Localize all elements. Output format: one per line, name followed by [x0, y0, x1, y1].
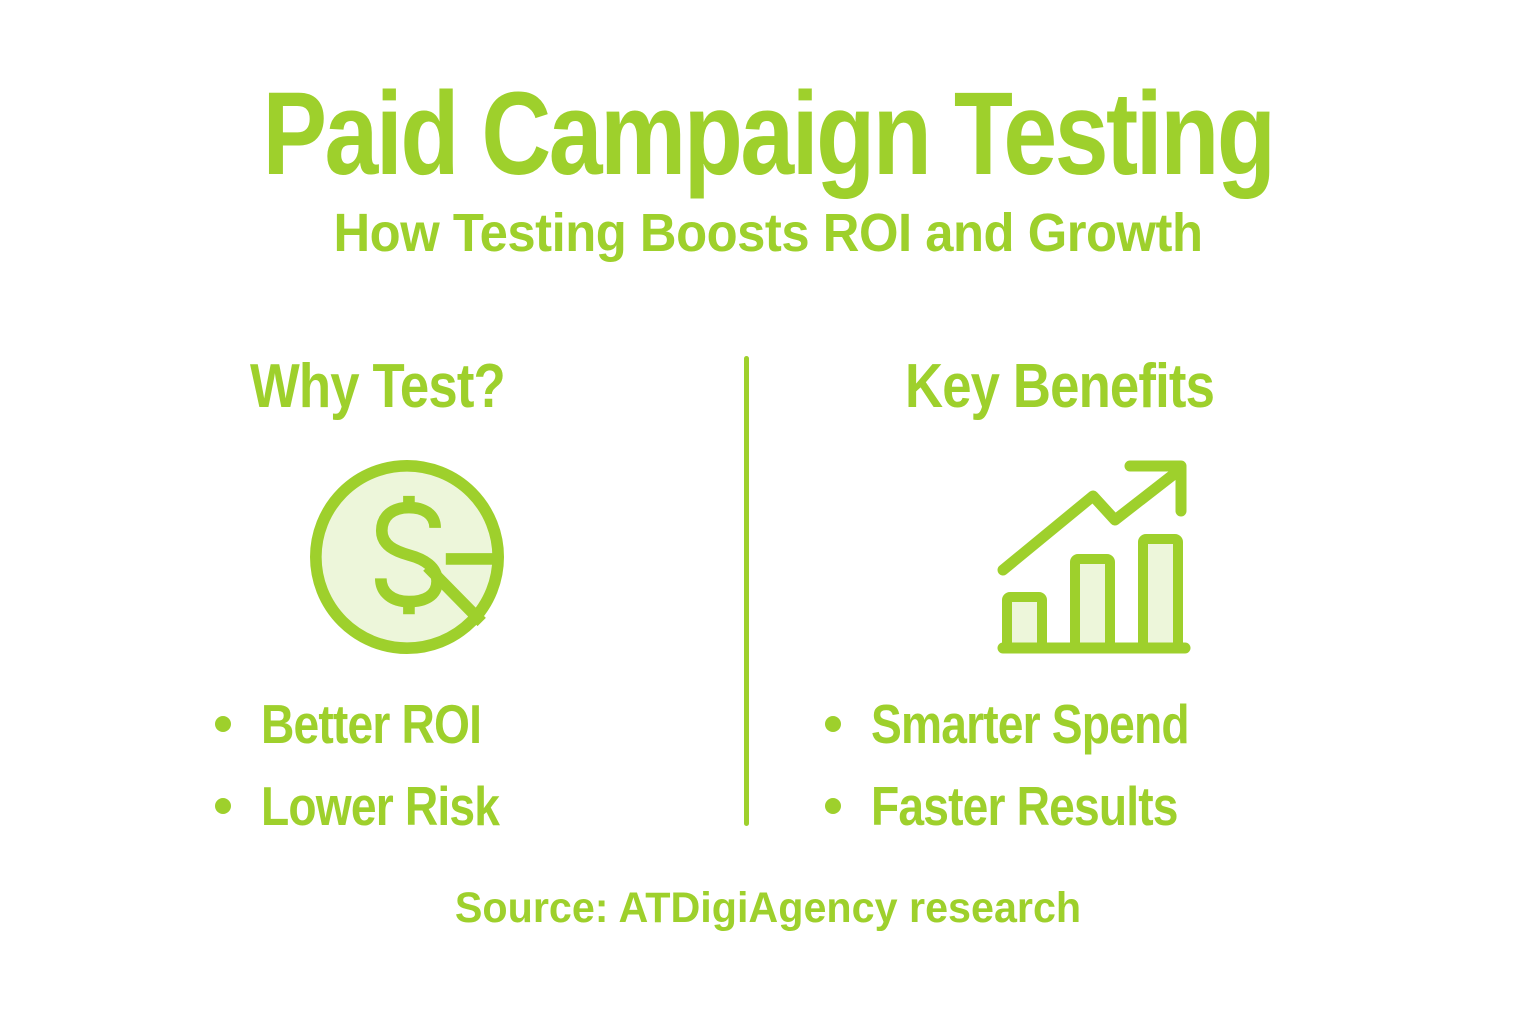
bullet-label: Smarter Spend	[871, 693, 1190, 755]
source-note: Source: ATDigiAgency research	[454, 884, 1082, 932]
bullet-label: Faster Results	[871, 775, 1178, 837]
bullet-dot	[215, 798, 231, 814]
page-title: Paid Campaign Testing	[262, 68, 1276, 200]
bullet-item: Better ROI	[215, 683, 544, 765]
left-bullet-list: Better ROI Lower Risk	[215, 683, 544, 847]
bullet-label: Lower Risk	[261, 775, 500, 837]
right-bullet-list: Smarter Spend Faster Results	[825, 683, 1249, 847]
left-column-heading: Why Test?	[250, 352, 506, 421]
right-column-heading: Key Benefits	[905, 352, 1215, 421]
bullet-dot	[825, 716, 841, 732]
bullet-dot	[215, 716, 231, 732]
dollar-circle-icon	[310, 460, 504, 654]
bullet-item: Faster Results	[825, 765, 1249, 847]
bullet-label: Better ROI	[261, 693, 482, 755]
page-subtitle: How Testing Boosts ROI and Growth	[333, 203, 1203, 263]
bullet-item: Lower Risk	[215, 765, 544, 847]
column-divider	[744, 356, 749, 826]
bullet-item: Smarter Spend	[825, 683, 1249, 765]
growth-bar-chart-icon	[997, 457, 1197, 657]
bullet-dot	[825, 798, 841, 814]
